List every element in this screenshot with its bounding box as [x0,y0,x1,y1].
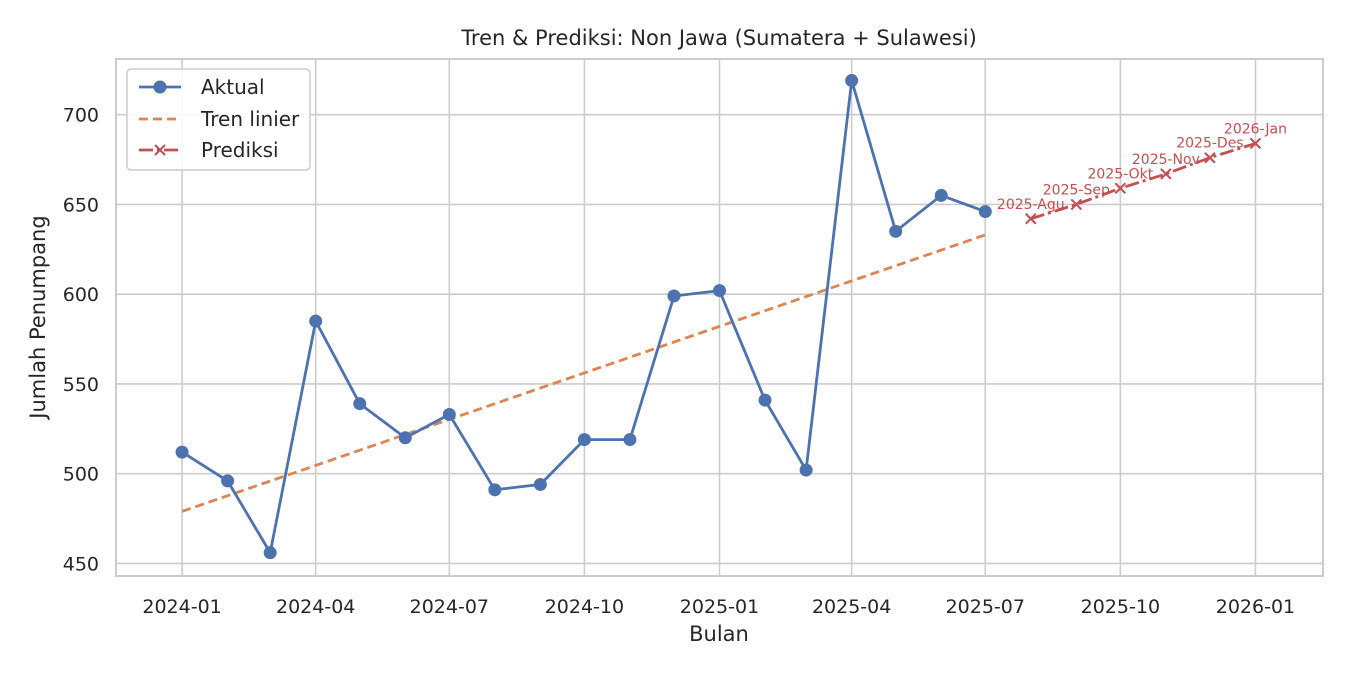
legend-label: Aktual [201,75,265,99]
actual-point [353,397,367,411]
y-tick-label: 600 [63,284,99,306]
x-tick-label: 2025-10 [1081,596,1160,618]
series-layer: 2025-Agu2025-Sep2025-Okt2025-Nov2025-Des… [175,74,1287,560]
actual-point [577,433,591,447]
legend-label: Prediksi [201,138,279,162]
x-tick-label: 2024-10 [545,596,624,618]
prediction-point-label: 2025-Des [1176,136,1243,152]
legend-box [126,68,311,171]
tick-labels: 2024-01 2024-04 2024-07 2024-10 2025-01 2025-… [63,105,1295,618]
x-tick-label: 2024-04 [276,596,355,618]
x-axis-label: Bulan [689,622,749,646]
x-tick-label: 2024-07 [410,596,489,618]
actual-point [175,445,189,459]
x-tick-label: 2024-01 [142,596,221,618]
y-axis-label: Jumlah Penumpang [26,215,50,420]
prediction-point [1070,198,1083,211]
actual-point [398,431,412,445]
x-tick-label: 2025-01 [680,596,759,618]
legend-marker [154,144,166,156]
actual-point [488,483,502,497]
x-tick-label: 2025-07 [946,596,1025,618]
actual-point [889,224,903,238]
actual-point [221,474,235,488]
actual-point [309,314,323,328]
plot-frame [115,58,1324,577]
x-tick-label: 2025-04 [812,596,891,618]
trend-line [181,233,986,513]
prediction-point [1025,213,1037,225]
actual-point [845,74,859,88]
legend-marker [153,80,167,94]
actual-point [934,188,948,202]
y-tick-label: 650 [63,194,99,216]
prediction-point [1114,182,1127,194]
y-tick-label: 450 [63,553,99,575]
legend-label: Tren linier [200,107,300,131]
actual-point [667,289,681,303]
prediction-point [1204,152,1216,164]
prediction-point-label: 2025-Nov [1132,152,1200,168]
prediction-point [1160,168,1172,180]
actual-point [442,407,456,421]
y-tick-label: 500 [63,464,99,486]
actual-point [978,205,992,219]
y-tick-label: 700 [63,105,99,127]
prediction-line [1030,142,1256,221]
actual-point [623,433,637,447]
prediction-point-label: 2026-Jan [1224,121,1287,137]
prediction-point-label: 2025-Sep [1043,182,1110,198]
x-tick-label: 2026-01 [1216,596,1295,618]
actual-point [799,463,813,477]
y-tick-label: 550 [63,374,99,396]
actual-point [713,284,726,298]
actual-point [758,393,772,407]
actual-point [263,546,277,560]
actual-point [533,477,547,491]
prediction-point [1249,137,1262,150]
chart-title: Tren & Prediksi: Non Jawa (Sumatera + Su… [460,26,977,50]
legend: Aktual Tren linier Prediksi [126,68,311,171]
prediction-point-label: 2025-Agu [997,197,1065,213]
prediction-point-label: 2025-Okt [1088,166,1154,182]
